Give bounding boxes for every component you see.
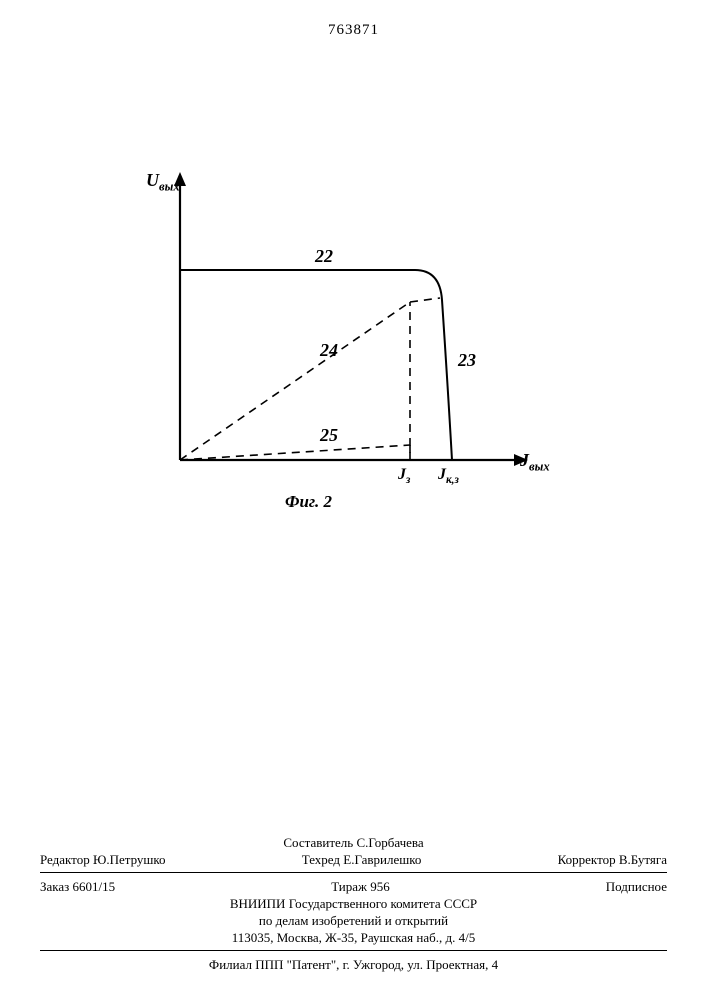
footer-subscription: Подписное [606, 878, 667, 896]
footer-compiler: Составитель С.Горбачева [40, 834, 667, 852]
footer-order: Заказ 6601/15 [40, 878, 115, 896]
curve-label-23: 23 [458, 350, 476, 371]
x-tick-iz: Jз [398, 466, 410, 486]
footer-order-row: Заказ 6601/15 Тираж 956 Подписное [40, 878, 667, 896]
figure-caption: Фиг. 2 [285, 492, 332, 512]
x-axis-label: Jвых [520, 450, 550, 475]
footer-tirazh: Тираж 956 [331, 878, 390, 896]
footer-corrector: Корректор В.Бутяга [558, 851, 667, 869]
curve-label-25: 25 [320, 425, 338, 446]
footer-branch: Филиал ППП "Патент", г. Ужгород, ул. Про… [40, 956, 667, 974]
divider-2 [40, 950, 667, 951]
curve-label-24: 24 [320, 340, 338, 361]
chart-svg [140, 170, 560, 510]
footer-org-3: 113035, Москва, Ж-35, Раушская наб., д. … [40, 929, 667, 947]
footer-credits-row: Редактор Ю.Петрушко Техред Е.Гаврилешко … [40, 851, 667, 869]
curve-label-22: 22 [315, 246, 333, 267]
y-axis-label: Uвых [146, 170, 180, 195]
x-tick-ikz: Jк,з [438, 466, 459, 486]
output-characteristic-chart: Uвых Jвых Jз Jк,з 22 23 24 25 Фиг. 2 [140, 170, 560, 510]
footer-editor: Редактор Ю.Петрушко [40, 851, 166, 869]
divider-1 [40, 872, 667, 873]
footer-tech: Техред Е.Гаврилешко [302, 851, 422, 869]
footer-org-1: ВНИИПИ Государственного комитета СССР [40, 895, 667, 913]
patent-number: 763871 [0, 22, 707, 39]
footer-org-2: по делам изобретений и открытий [40, 912, 667, 930]
